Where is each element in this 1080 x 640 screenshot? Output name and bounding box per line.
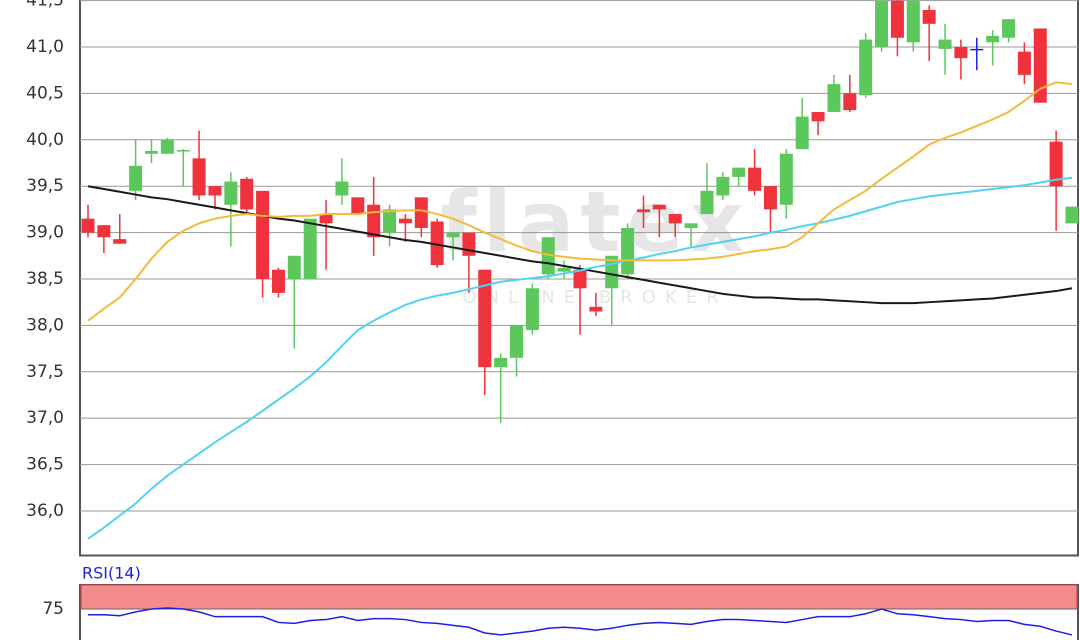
candle-body [144, 150, 158, 154]
candle-body [256, 190, 270, 279]
y-tick-label: 75 [42, 599, 64, 619]
candle-body [240, 178, 254, 210]
y-tick-label: 36,5 [26, 455, 64, 475]
candle-body [827, 84, 841, 112]
watermark: flatex [440, 173, 749, 271]
candle-body [573, 269, 587, 289]
candle-body [922, 9, 936, 24]
candle-body [335, 181, 349, 196]
candle-body [843, 93, 857, 111]
candle-body [271, 269, 285, 293]
candle-body [906, 0, 920, 43]
candle-body [795, 116, 809, 150]
rsi-band [80, 584, 1078, 610]
candle-body [890, 0, 904, 38]
candle-body [414, 197, 428, 228]
candle-body [113, 239, 127, 244]
candle-body [938, 39, 952, 49]
candle-body [716, 176, 730, 196]
candle-body [811, 111, 825, 122]
y-tick-label: 39,5 [26, 176, 64, 196]
candle-body [763, 186, 777, 210]
candle-body [192, 158, 206, 196]
y-tick-label: 40,0 [26, 130, 64, 150]
y-tick-label: 41,0 [26, 37, 64, 57]
candle-body [303, 218, 317, 279]
candle-body [1017, 51, 1031, 75]
y-tick-label: 37,0 [26, 408, 64, 428]
candle-body [668, 214, 682, 224]
candle-body [859, 39, 873, 96]
y-tick-label: 40,5 [26, 83, 64, 103]
moving-average [87, 81, 1073, 322]
y-tick-label: 39,0 [26, 223, 64, 243]
candle-body [700, 190, 714, 215]
candle-body [970, 48, 984, 51]
candle-body [525, 288, 539, 331]
candle-body [779, 153, 793, 205]
candle-body [1033, 28, 1047, 103]
candle-body [398, 218, 412, 224]
candle-body [1065, 206, 1079, 224]
candle-body [160, 139, 174, 154]
candle-body [494, 357, 508, 368]
candle-body [446, 232, 460, 238]
y-tick-label: 41,5 [26, 0, 64, 11]
candle-body [1002, 19, 1016, 38]
y-tick-label: 38,0 [26, 315, 64, 335]
candle-body [557, 267, 571, 272]
candle-body [430, 221, 444, 266]
candle-body [462, 232, 476, 256]
candle-body [621, 227, 635, 275]
candle-body [383, 209, 397, 233]
candle-body [510, 325, 524, 358]
candle-body [208, 186, 222, 196]
watermark-sub: ONLINE BROKER [462, 287, 727, 308]
candle-body [176, 150, 190, 152]
candle-body [748, 167, 762, 191]
candle-body [1049, 141, 1063, 187]
rsi-title: RSI(14) [82, 564, 141, 583]
candle-body [684, 223, 698, 228]
candle-body [351, 197, 365, 215]
candle-body [367, 204, 381, 238]
y-tick-label: 37,5 [26, 362, 64, 382]
candle-body [875, 0, 889, 48]
candle-body [636, 209, 650, 213]
candle-body [224, 181, 238, 205]
y-tick-label: 38,5 [26, 269, 64, 289]
candle-body [319, 214, 333, 224]
candle-body [97, 225, 111, 238]
candle-body [986, 35, 1000, 43]
candle-body [589, 306, 603, 312]
y-tick-label: 36,0 [26, 501, 64, 521]
candle-body [287, 255, 301, 279]
candle-body [81, 218, 95, 233]
candle-body [129, 165, 143, 191]
candle-body [652, 204, 666, 210]
moving-average [87, 176, 1073, 540]
rsi-line [88, 607, 1073, 636]
candle-body [732, 167, 746, 177]
candle-body [478, 269, 492, 368]
candle-body [954, 47, 968, 59]
